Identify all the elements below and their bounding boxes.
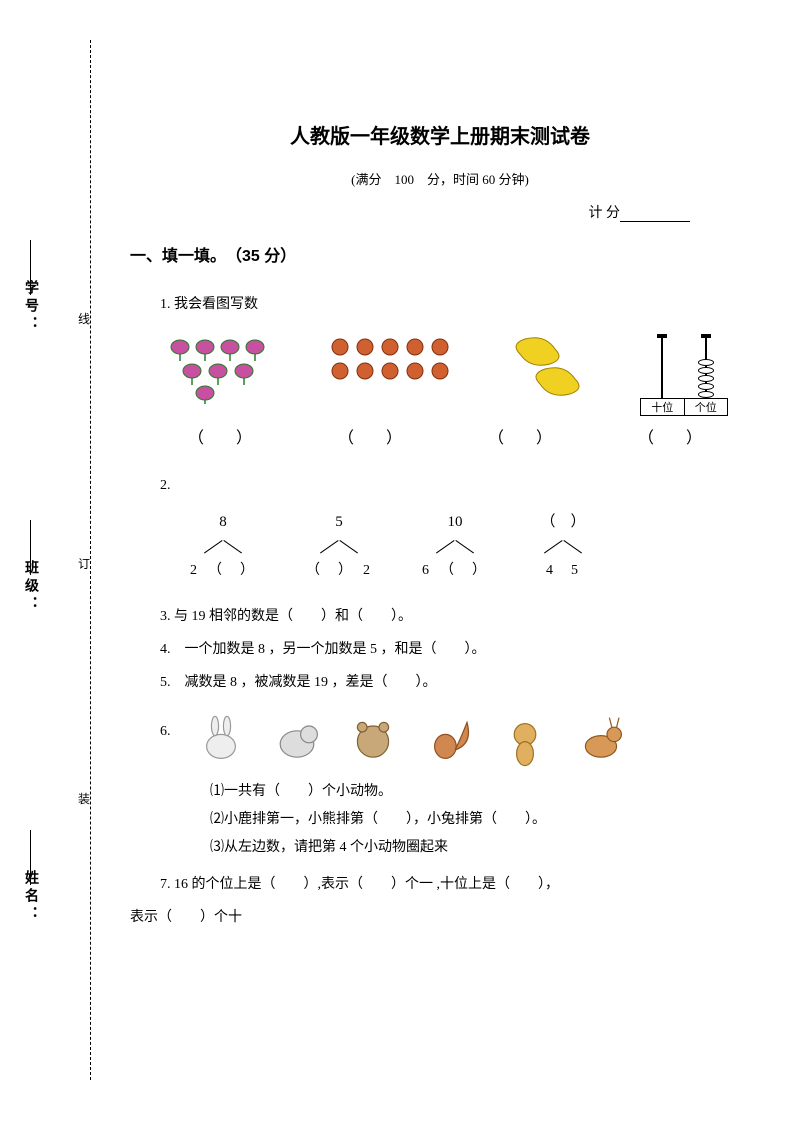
animal-deer [571, 708, 631, 768]
score-line: 计 分 [130, 202, 750, 222]
abacus-tens-rod [661, 338, 663, 398]
q1-image-row: 十位 个位 [160, 329, 750, 415]
q1-blank-1[interactable]: （ ） [160, 422, 280, 456]
score-blank[interactable] [620, 221, 690, 222]
score-label: 计 分 [589, 206, 621, 221]
abacus-tens-label: 十位 [641, 399, 685, 415]
binding-margin: 学号：班级：姓名：线订装 [0, 0, 110, 1122]
section-1-title: 一、填一填。 （35 分） [130, 242, 750, 266]
q6-sub3: ⑶从左边数，请把第 4 个小动物圈起来 [210, 834, 750, 862]
binding-fill-line[interactable] [30, 830, 31, 885]
q7-line2: 表示（ ）个十 [130, 903, 750, 932]
q3-text: 3. 与 19 相邻的数是（ ）和（ ）。 [160, 602, 750, 631]
animal-monkey [495, 708, 555, 768]
q1-blanks-row: （ ） （ ） （ ） （ ） [160, 422, 750, 456]
q1-img-roses [160, 329, 280, 415]
binding-fill-line[interactable] [30, 240, 31, 295]
q6-animals [191, 708, 631, 768]
binding-char: 装 [78, 790, 90, 807]
animal-dog [267, 708, 327, 768]
abacus-frame: 十位 个位 [640, 398, 728, 416]
roses-icon [160, 329, 280, 404]
animal-bear [343, 708, 403, 768]
snails-icon [325, 329, 455, 404]
q2-label: 2. [160, 471, 750, 500]
tree-2: 5 （ ） 2 [306, 507, 372, 586]
q1-blank-2[interactable]: （ ） [310, 422, 430, 456]
animal-squirrel [419, 708, 479, 768]
q6-label: 6. [160, 702, 171, 762]
birds-icon [500, 329, 595, 404]
q1-label: 1. 我会看图写数 [160, 290, 750, 319]
q1-blank-3[interactable]: （ ） [460, 422, 580, 456]
animal-rabbit [191, 708, 251, 768]
q4-text: 4. 一个加数是 8 ，另一个加数是 5 ，和是（ ）。 [160, 635, 750, 664]
q6-sub2: ⑵小鹿排第一，小熊排第（ ），小兔排第（ ）。 [210, 806, 750, 834]
exam-title: 人教版一年级数学上册期末测试卷 [130, 120, 750, 149]
tree-3: 10 6 （ ） [422, 507, 488, 586]
binding-char: 线 [78, 310, 90, 327]
q6-row: 6. [160, 702, 750, 778]
tree-4: （ ） 4 5 [538, 507, 588, 586]
q2-trees: 8 2 （ ） 5 （ ） 2 10 6 （ ） （ ） 4 5 [190, 507, 750, 586]
abacus-ones-label: 个位 [685, 399, 728, 415]
abacus-ones-rod [705, 338, 707, 398]
q1-blank-4[interactable]: （ ） [610, 422, 730, 456]
binding-fill-line[interactable] [30, 520, 31, 575]
tree-1: 8 2 （ ） [190, 507, 256, 586]
q6-sub1: ⑴一共有（ ）个小动物。 [210, 778, 750, 806]
q1-img-abacus: 十位 个位 [640, 336, 730, 416]
binding-dashed-line [90, 40, 91, 1080]
exam-subtitle: (满分 100 分，时间 60 分钟) [130, 169, 750, 188]
q1-img-snails [325, 329, 455, 415]
binding-char: 订 [78, 555, 90, 572]
page-content: 人教版一年级数学上册期末测试卷 (满分 100 分，时间 60 分钟) 计 分 … [130, 120, 750, 937]
q1-img-birds [500, 329, 595, 415]
question-1: 1. 我会看图写数 [160, 290, 750, 899]
q7-line1: 7. 16 的个位上是（ ）,表示（ ）个一 ,十位上是（ ）， [160, 870, 750, 899]
q5-text: 5. 减数是 8 ，被减数是 19 ，差是（ ）。 [160, 668, 750, 697]
